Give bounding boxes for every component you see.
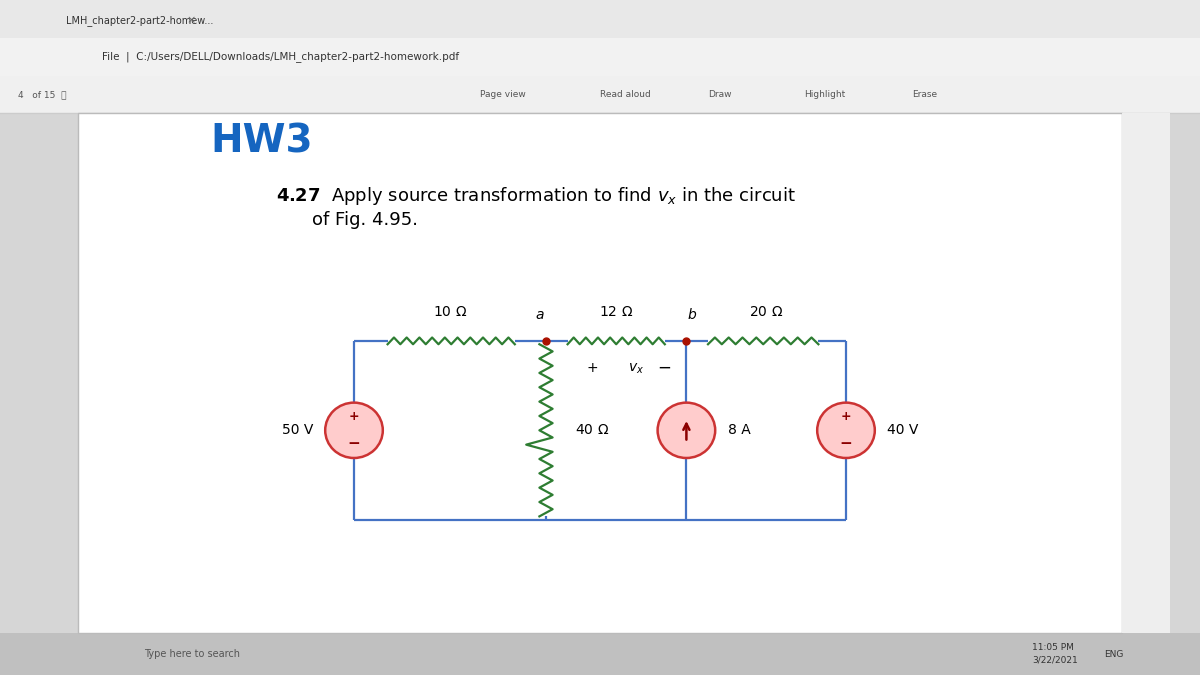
FancyBboxPatch shape <box>0 0 1200 38</box>
Text: $a$: $a$ <box>535 308 545 322</box>
Text: 4   of 15  🔍: 4 of 15 🔍 <box>18 90 66 99</box>
Text: ENG: ENG <box>1104 649 1123 659</box>
Text: 20 $\Omega$: 20 $\Omega$ <box>749 305 784 319</box>
Text: 8 A: 8 A <box>728 423 751 437</box>
Text: 10 $\Omega$: 10 $\Omega$ <box>433 305 467 319</box>
Text: Page view: Page view <box>480 90 526 99</box>
FancyBboxPatch shape <box>0 76 1200 113</box>
Text: 50 V: 50 V <box>282 423 313 437</box>
Text: $b$: $b$ <box>688 307 697 322</box>
Text: ×: × <box>186 16 196 25</box>
Text: −: − <box>348 436 360 452</box>
Text: 11:05 PM: 11:05 PM <box>1032 643 1074 653</box>
Text: $\mathbf{4.27}$  Apply source transformation to find $v_x$ in the circuit: $\mathbf{4.27}$ Apply source transformat… <box>276 185 796 207</box>
Ellipse shape <box>817 402 875 458</box>
Text: Read aloud: Read aloud <box>600 90 650 99</box>
Text: 40 $\Omega$: 40 $\Omega$ <box>575 423 608 437</box>
Text: 3/22/2021: 3/22/2021 <box>1032 655 1078 665</box>
Ellipse shape <box>658 402 715 458</box>
Text: 40 V: 40 V <box>887 423 918 437</box>
FancyBboxPatch shape <box>0 38 1200 76</box>
Text: of Fig. 4.95.: of Fig. 4.95. <box>312 211 418 229</box>
Text: $v_x$: $v_x$ <box>629 362 644 377</box>
Text: +: + <box>587 361 598 375</box>
Text: File  |  C:/Users/DELL/Downloads/LMH_chapter2-part2-homework.pdf: File | C:/Users/DELL/Downloads/LMH_chapt… <box>102 51 460 62</box>
Text: −: − <box>658 359 671 377</box>
Text: +: + <box>349 410 359 423</box>
Text: LMH_chapter2-part2-homew...: LMH_chapter2-part2-homew... <box>66 15 214 26</box>
Text: Erase: Erase <box>912 90 937 99</box>
Ellipse shape <box>325 402 383 458</box>
Text: −: − <box>840 436 852 452</box>
Text: Draw: Draw <box>708 90 732 99</box>
Text: +: + <box>841 410 851 423</box>
FancyBboxPatch shape <box>0 633 1200 675</box>
Text: 12 $\Omega$: 12 $\Omega$ <box>599 305 634 319</box>
FancyBboxPatch shape <box>78 113 1122 633</box>
Text: Highlight: Highlight <box>804 90 845 99</box>
Text: Type here to search: Type here to search <box>144 649 240 659</box>
Text: HW3: HW3 <box>210 123 313 161</box>
FancyBboxPatch shape <box>1122 113 1170 633</box>
